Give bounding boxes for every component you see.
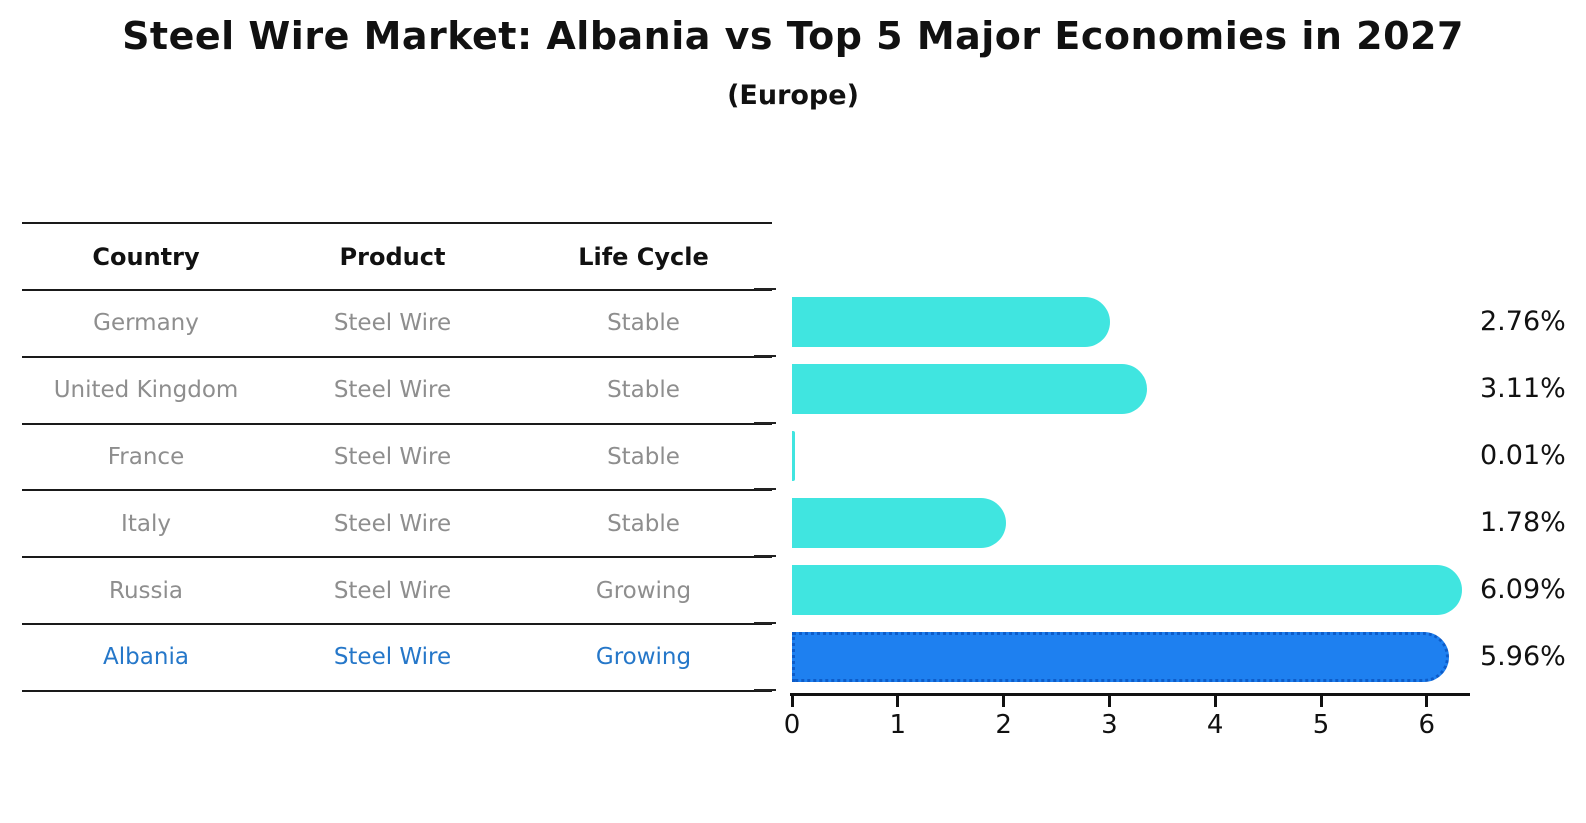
x-axis-tick xyxy=(1319,693,1323,707)
country-cell: Albania xyxy=(103,644,189,671)
value-label-italy: 1.78% xyxy=(1480,506,1566,538)
y-axis-tick xyxy=(754,421,776,424)
bar-united-kingdom xyxy=(792,364,1148,415)
value-label-united-kingdom: 3.11% xyxy=(1480,373,1566,405)
life-cycle-cell: Stable xyxy=(607,510,680,537)
table-row-albania: Albania Steel Wire Growing xyxy=(22,625,772,692)
x-axis-tick-label: 2 xyxy=(995,710,1012,740)
product-cell: Steel Wire xyxy=(333,377,452,404)
table-row-russia: Russia Steel Wire Growing xyxy=(22,558,772,625)
bar-france xyxy=(792,431,795,482)
x-axis-tick-label: 4 xyxy=(1206,710,1224,740)
x-axis-tick-label: 6 xyxy=(1418,710,1436,740)
product-cell: Steel Wire xyxy=(333,577,452,604)
table-row-united-kingdom: United Kingdom Steel Wire Stable xyxy=(22,358,772,425)
country-cell: United Kingdom xyxy=(53,377,239,404)
life-cycle-cell: Stable xyxy=(607,310,680,337)
country-table: Country Product Life Cycle Germany Steel … xyxy=(22,222,772,692)
life-cycle-cell: Growing xyxy=(595,644,692,671)
table-header-product: Product xyxy=(339,242,446,271)
y-axis-tick xyxy=(754,288,776,290)
value-label-russia: 6.09% xyxy=(1480,573,1566,605)
table-row-france: France Steel Wire Stable xyxy=(22,425,772,492)
x-axis-tick xyxy=(896,693,900,707)
x-axis-tick-label: 5 xyxy=(1312,710,1330,740)
country-cell: France xyxy=(107,443,185,470)
product-cell: Steel Wire xyxy=(333,644,452,671)
table-row-germany: Germany Steel Wire Stable xyxy=(22,291,772,358)
table-header-row: Country Product Life Cycle xyxy=(22,224,772,291)
value-label-france: 0.01% xyxy=(1480,440,1566,472)
table-body: Germany Steel Wire Stable United Kingdom Ste… xyxy=(22,291,772,692)
product-cell: Steel Wire xyxy=(333,510,452,537)
life-cycle-cell: Stable xyxy=(607,377,680,404)
x-axis-tick xyxy=(790,693,794,707)
country-cell: Italy xyxy=(121,510,171,537)
y-axis-tick xyxy=(754,688,776,691)
y-axis-tick xyxy=(754,354,776,357)
table-header-life-cycle: Life Cycle xyxy=(578,242,709,271)
y-axis-tick xyxy=(754,622,776,625)
chart-subtitle: (Europe) xyxy=(727,80,859,111)
table-header-country: Country xyxy=(92,242,200,271)
bar-russia xyxy=(792,564,1463,615)
value-label-albania: 5.96% xyxy=(1480,640,1566,672)
x-axis-tick xyxy=(1107,693,1111,707)
x-axis-tick xyxy=(1425,693,1429,707)
y-axis-tick xyxy=(754,555,776,558)
product-cell: Steel Wire xyxy=(333,443,452,470)
country-cell: Russia xyxy=(109,577,183,604)
life-cycle-cell: Stable xyxy=(607,443,680,470)
value-label-germany: 2.76% xyxy=(1480,306,1566,338)
x-axis-line xyxy=(790,693,1470,696)
y-axis-tick xyxy=(754,488,776,491)
country-cell: Germany xyxy=(93,310,199,337)
x-axis-tick xyxy=(1002,693,1006,707)
bar-albania xyxy=(792,631,1449,682)
life-cycle-cell: Growing xyxy=(595,577,692,604)
table-row-italy: Italy Steel Wire Stable xyxy=(22,491,772,559)
bar-germany xyxy=(792,297,1110,348)
x-axis-tick xyxy=(1213,693,1217,707)
x-axis-tick-label: 3 xyxy=(1101,710,1118,740)
chart-title: Steel Wire Market: Albania vs Top 5 Majo… xyxy=(122,14,1464,58)
x-axis-tick-label: 1 xyxy=(889,710,907,740)
bar-italy xyxy=(792,497,1007,548)
product-cell: Steel Wire xyxy=(333,310,452,337)
x-axis-tick-label: 0 xyxy=(783,710,801,740)
